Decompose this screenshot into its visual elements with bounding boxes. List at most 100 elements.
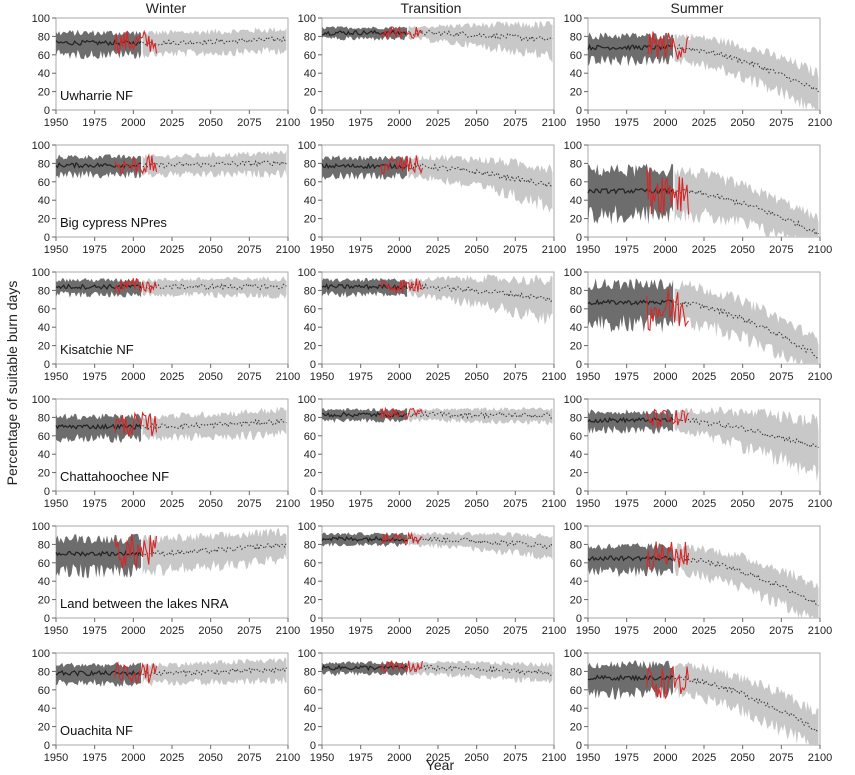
observed-line xyxy=(380,26,423,40)
x-tick-label: 2075 xyxy=(503,117,527,129)
x-tick-label: 2050 xyxy=(464,752,488,764)
y-tick-label: 20 xyxy=(570,341,582,353)
projected-mean-line xyxy=(408,664,553,677)
y-tick-label: 100 xyxy=(32,521,50,533)
projected-mean-line xyxy=(142,283,287,291)
y-tick-label: 80 xyxy=(38,666,50,678)
y-tick-label: 100 xyxy=(32,13,50,25)
projected-range-band xyxy=(142,149,287,179)
y-tick-label: 100 xyxy=(298,648,316,660)
observed-line xyxy=(380,531,423,546)
projected-mean-line xyxy=(142,667,287,678)
x-tick-label: 1975 xyxy=(348,625,372,637)
x-tick-label: 2100 xyxy=(808,625,832,637)
y-tick-label: 20 xyxy=(570,468,582,480)
y-tick-label: 60 xyxy=(38,177,50,189)
panel-3-1: 0 20 40 60 80 100 1950 1975 2000 2025 2050 2075 2100 xyxy=(298,394,567,510)
panel-0-2: 0 20 40 60 80 100 1950 1975 2000 2025 2050 2075 2100 xyxy=(564,13,833,129)
y-tick-label: 0 xyxy=(576,613,582,625)
x-tick-label: 2000 xyxy=(121,625,145,637)
y-tick-label: 60 xyxy=(570,304,582,316)
y-tick-label: 80 xyxy=(304,158,316,170)
x-tick-label: 2025 xyxy=(160,752,184,764)
y-tick-label: 100 xyxy=(298,13,316,25)
x-tick-label: 1950 xyxy=(310,117,334,129)
panel-1-2: 0 20 40 60 80 100 1950 1975 2000 2025 2050 2075 2100 xyxy=(564,140,833,256)
x-tick-label: 1950 xyxy=(44,117,68,129)
y-tick-label: 100 xyxy=(32,648,50,660)
x-tick-label: 1975 xyxy=(614,625,638,637)
x-tick-label: 2025 xyxy=(692,244,716,256)
historical-range-band xyxy=(56,154,142,179)
observed-line xyxy=(380,660,424,675)
x-tick-label: 2075 xyxy=(237,244,261,256)
x-tick-label: 2025 xyxy=(426,244,450,256)
projected-range-band xyxy=(408,20,553,63)
panel-4-0: 0 20 40 60 80 100 1950 1975 2000 2025 2050 2075 2100… xyxy=(32,521,301,637)
y-tick-label: 80 xyxy=(570,285,582,297)
projected-range-band xyxy=(142,656,287,687)
y-tick-label: 60 xyxy=(38,685,50,697)
y-tick-label: 60 xyxy=(38,50,50,62)
x-tick-label: 2100 xyxy=(276,752,300,764)
historical-mean-line xyxy=(321,411,408,418)
x-tick-label: 1975 xyxy=(82,244,106,256)
y-tick-label: 20 xyxy=(38,341,50,353)
x-tick-label: 2000 xyxy=(387,244,411,256)
y-tick-label: 80 xyxy=(38,412,50,424)
column-title-transition: Transition xyxy=(400,0,462,16)
projected-mean-line xyxy=(674,187,819,236)
y-tick-label: 40 xyxy=(38,195,50,207)
historical-range-band xyxy=(588,278,674,333)
y-tick-label: 80 xyxy=(570,666,582,678)
y-tick-label: 20 xyxy=(570,87,582,99)
y-tick-label: 60 xyxy=(38,558,50,570)
y-tick-label: 60 xyxy=(304,50,316,62)
x-tick-label: 2050 xyxy=(464,498,488,510)
x-tick-label: 1975 xyxy=(614,371,638,383)
historical-range-band xyxy=(56,533,142,578)
site-label: Land between the lakes NRA xyxy=(60,596,229,611)
x-tick-label: 2025 xyxy=(692,752,716,764)
y-tick-label: 100 xyxy=(564,521,582,533)
projected-mean-line xyxy=(408,535,553,550)
x-tick-label: 2075 xyxy=(503,498,527,510)
y-tick-label: 40 xyxy=(570,703,582,715)
projected-mean-line xyxy=(408,410,553,420)
x-tick-label: 2100 xyxy=(542,625,566,637)
historical-mean-line xyxy=(55,39,142,47)
x-tick-label: 2050 xyxy=(198,625,222,637)
y-tick-label: 100 xyxy=(564,13,582,25)
x-tick-label: 2025 xyxy=(426,117,450,129)
x-tick-label: 2075 xyxy=(237,117,261,129)
x-tick-label: 2025 xyxy=(692,117,716,129)
x-tick-label: 2000 xyxy=(387,498,411,510)
y-tick-label: 60 xyxy=(304,304,316,316)
y-tick-label: 40 xyxy=(304,449,316,461)
x-tick-label: 2050 xyxy=(464,117,488,129)
y-tick-label: 0 xyxy=(310,613,316,625)
panel-3-2: 0 20 40 60 80 100 1950 1975 2000 2025 2050 2075 2100 xyxy=(564,394,833,510)
projected-mean-line xyxy=(142,36,287,47)
projected-range-band xyxy=(142,276,287,299)
x-tick-label: 2050 xyxy=(464,625,488,637)
x-tick-label: 2050 xyxy=(198,244,222,256)
y-tick-label: 60 xyxy=(304,558,316,570)
y-tick-label: 100 xyxy=(32,267,50,279)
y-tick-label: 40 xyxy=(38,68,50,80)
x-tick-label: 2075 xyxy=(237,625,261,637)
y-tick-label: 0 xyxy=(44,232,50,244)
observed-line xyxy=(380,278,423,294)
x-tick-label: 2050 xyxy=(730,244,754,256)
y-tick-label: 20 xyxy=(304,87,316,99)
x-tick-label: 2025 xyxy=(160,498,184,510)
x-tick-label: 1975 xyxy=(82,752,106,764)
x-tick-label: 2100 xyxy=(808,498,832,510)
x-tick-label: 1975 xyxy=(614,498,638,510)
x-tick-label: 2050 xyxy=(198,752,222,764)
x-tick-label: 2075 xyxy=(769,244,793,256)
panel-5-1: 0 20 40 60 80 100 1950 1975 2000 2025 2050 2075 2100 xyxy=(298,648,567,764)
y-tick-label: 20 xyxy=(304,341,316,353)
site-label: Uwharrie NF xyxy=(60,88,133,103)
